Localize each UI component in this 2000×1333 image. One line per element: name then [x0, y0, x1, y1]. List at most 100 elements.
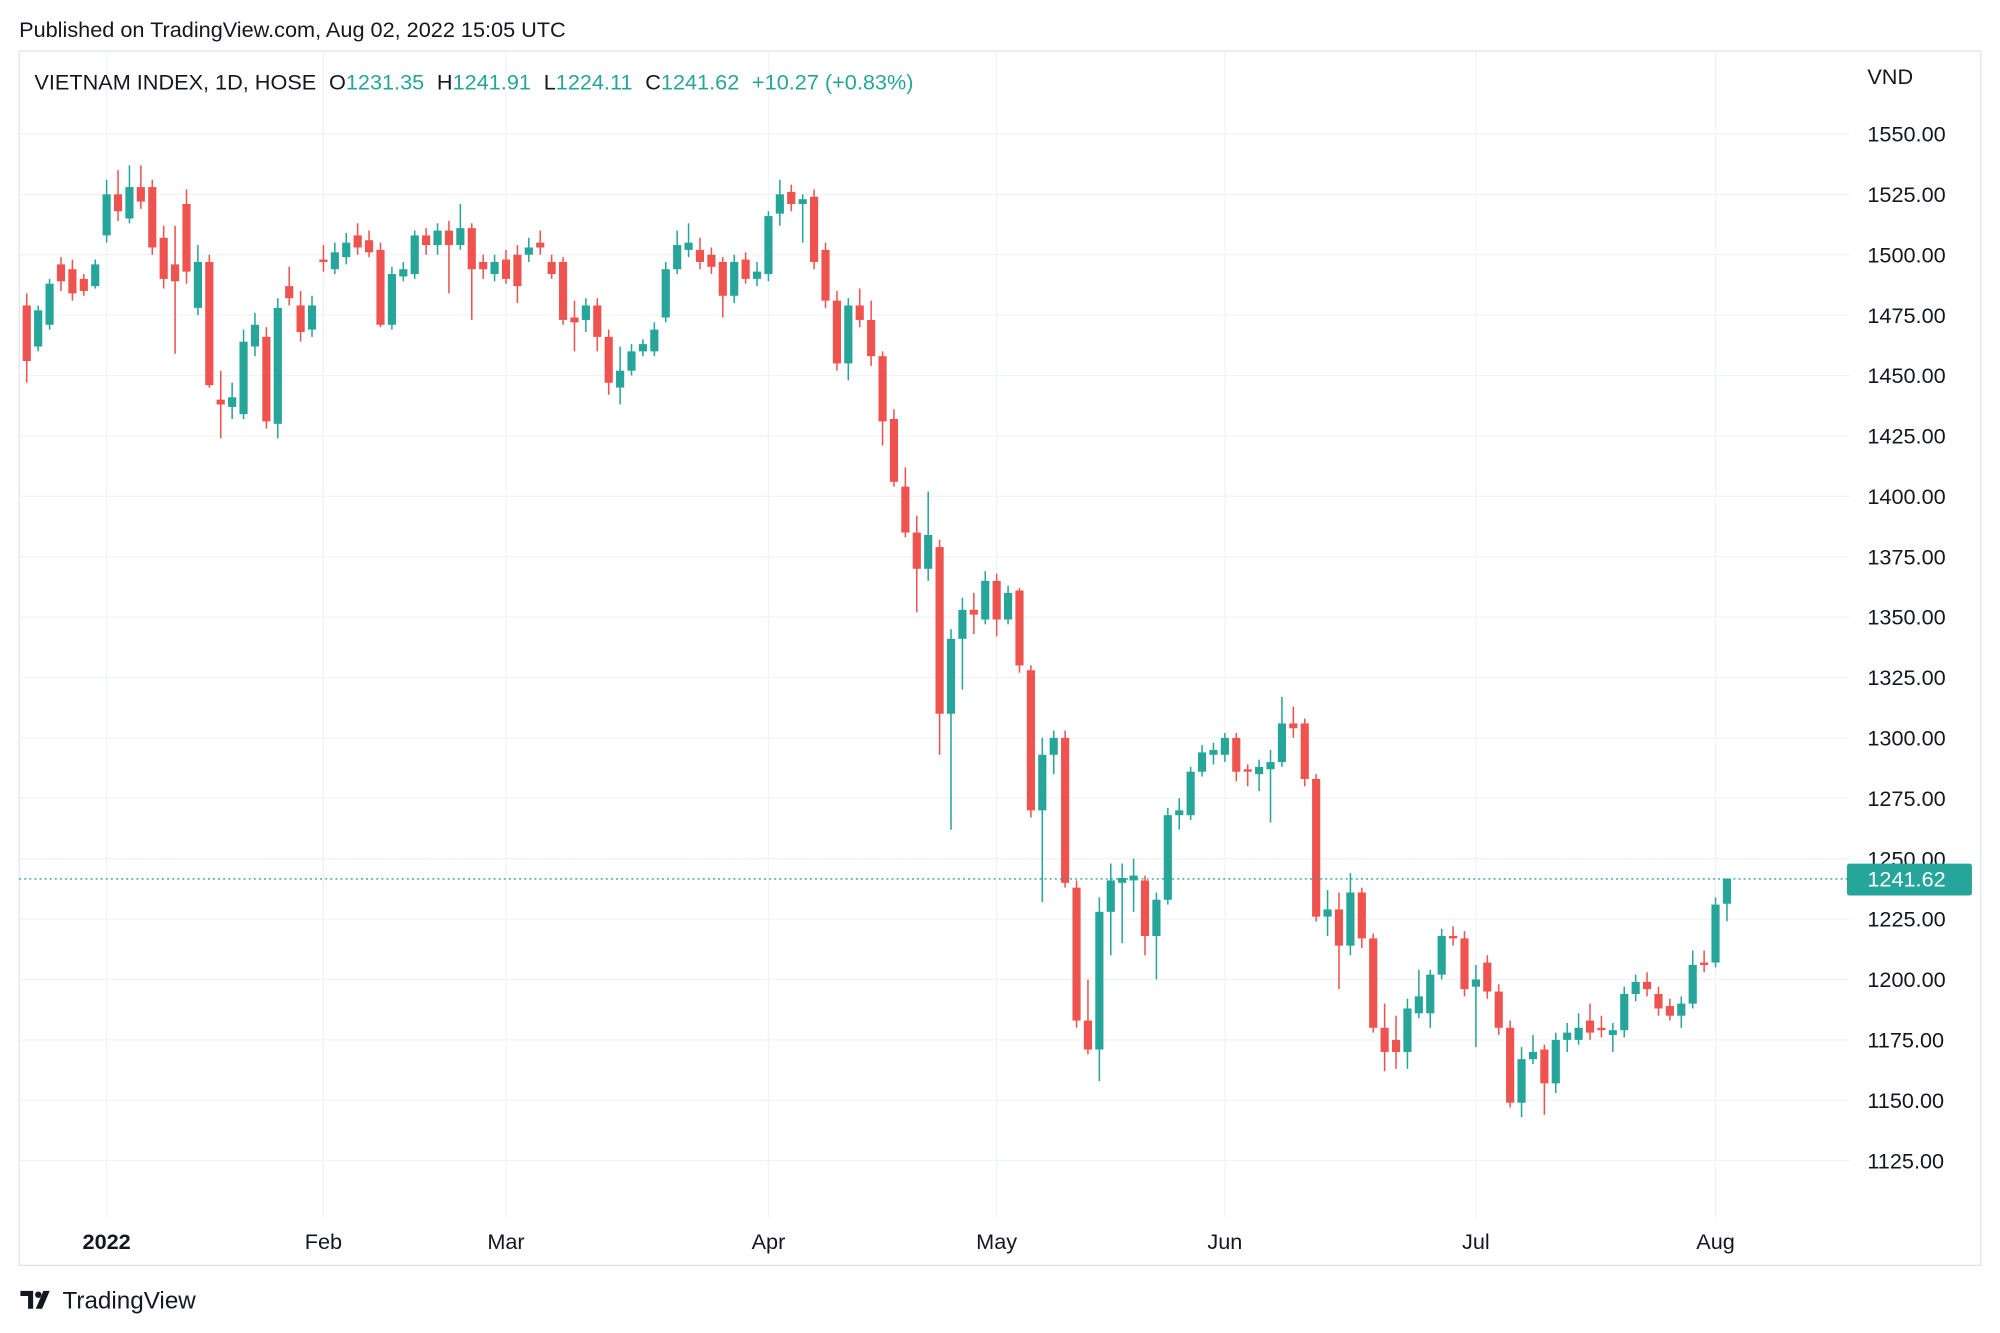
x-tick-label: Jul [1462, 1229, 1490, 1254]
legend-key: O [329, 69, 346, 94]
candle-body [1563, 1032, 1572, 1040]
y-tick-label: 1225.00 [1867, 907, 1945, 932]
candle-body [718, 261, 727, 296]
candle-body [285, 286, 294, 299]
candle-body [513, 254, 522, 287]
candles [22, 165, 1732, 1118]
candle-body [490, 261, 499, 275]
candle-body [981, 580, 990, 620]
candle-body [456, 228, 465, 246]
candle-body [1540, 1049, 1549, 1084]
candle-body [1506, 1027, 1515, 1103]
overlay: 1125.001150.001175.001200.001225.001250.… [19, 122, 1972, 1254]
candle-body [1300, 723, 1309, 779]
candle-body [364, 240, 374, 253]
symbol-legend: VIETNAM INDEX, 1D, HOSE O1231.35 H1241.91 L… [34, 69, 913, 94]
candle-body [1380, 1027, 1389, 1052]
candle-body [536, 242, 545, 248]
grid [19, 51, 1850, 1219]
candle-body [1665, 1006, 1674, 1016]
candle-body [444, 230, 454, 246]
x-tick-label: May [976, 1229, 1017, 1254]
candle-body [787, 191, 796, 204]
candle-body [387, 274, 396, 325]
candle-body [1700, 962, 1709, 965]
candle-body [1175, 810, 1184, 816]
last-price-tag [1846, 863, 1972, 896]
candle-body [1152, 899, 1161, 936]
candle-body [79, 278, 88, 291]
candle-body [935, 547, 944, 714]
candle-body [91, 264, 100, 287]
candle-body [924, 534, 933, 569]
candle-body [1369, 938, 1378, 1028]
candle-body [193, 261, 202, 308]
candle-body [889, 418, 899, 482]
candle-body [1003, 592, 1013, 620]
candle-body [627, 351, 636, 371]
candle-body [1460, 938, 1469, 990]
candle-body [1414, 996, 1423, 1014]
candle-body [1277, 723, 1287, 763]
candle-body [570, 317, 579, 323]
candle-body [422, 235, 431, 246]
candle-body [330, 252, 339, 270]
candle-body [1483, 962, 1492, 992]
candle-body [1426, 974, 1435, 1014]
candle-body [1357, 892, 1366, 939]
y-tick-label: 1325.00 [1867, 665, 1945, 690]
candle-body [1334, 909, 1344, 946]
candle-body [1494, 991, 1503, 1028]
candle-body [752, 271, 762, 279]
candle-body [250, 324, 260, 347]
candle-body [684, 242, 693, 250]
candle-body [832, 300, 841, 364]
candle-body [1072, 887, 1081, 1021]
candle-body [1346, 892, 1355, 946]
candle-body [56, 264, 66, 282]
y-tick-label: 1500.00 [1867, 242, 1945, 267]
candle-body [1038, 754, 1047, 811]
candle-body [958, 609, 967, 639]
candle-body [650, 329, 659, 352]
x-tick-label: Feb [305, 1229, 342, 1254]
currency-label: VND [1867, 64, 1913, 89]
x-tick-label: Jun [1207, 1229, 1242, 1254]
x-tick-label: Mar [487, 1229, 524, 1254]
legend-key: L [544, 69, 556, 94]
candle-body [273, 307, 282, 424]
candle-body [1197, 752, 1207, 772]
candle-body [775, 194, 784, 214]
candle-body [992, 580, 1001, 620]
candle-body [1608, 1030, 1617, 1036]
candle-body [878, 356, 887, 422]
candle-body [661, 269, 670, 318]
candle-body [524, 247, 533, 255]
candle-body [1620, 993, 1629, 1031]
candle-body [1551, 1039, 1560, 1084]
candle-body [467, 228, 476, 270]
candle-body [102, 194, 111, 236]
candle-body [68, 269, 77, 294]
candle-body [1312, 778, 1321, 917]
symbol: VIETNAM INDEX, 1D, HOSE [34, 69, 316, 94]
candle-body [741, 259, 750, 279]
candle-body [946, 638, 956, 714]
legend-key: C [645, 69, 661, 94]
candle-body [558, 261, 568, 320]
candle-body [1471, 979, 1480, 987]
candle-body [262, 336, 271, 422]
candle-body [410, 235, 419, 275]
candle-body [1140, 880, 1150, 936]
candle-body [399, 269, 408, 277]
candle-body [1517, 1059, 1526, 1103]
y-tick-label: 1375.00 [1867, 544, 1945, 569]
candle-body [1243, 769, 1252, 772]
candle-body [182, 203, 191, 272]
candle-body [1391, 1039, 1401, 1052]
candle-body [1049, 737, 1058, 755]
candle-body [912, 532, 921, 569]
candle-body [216, 399, 225, 405]
candle-body [1186, 771, 1195, 816]
